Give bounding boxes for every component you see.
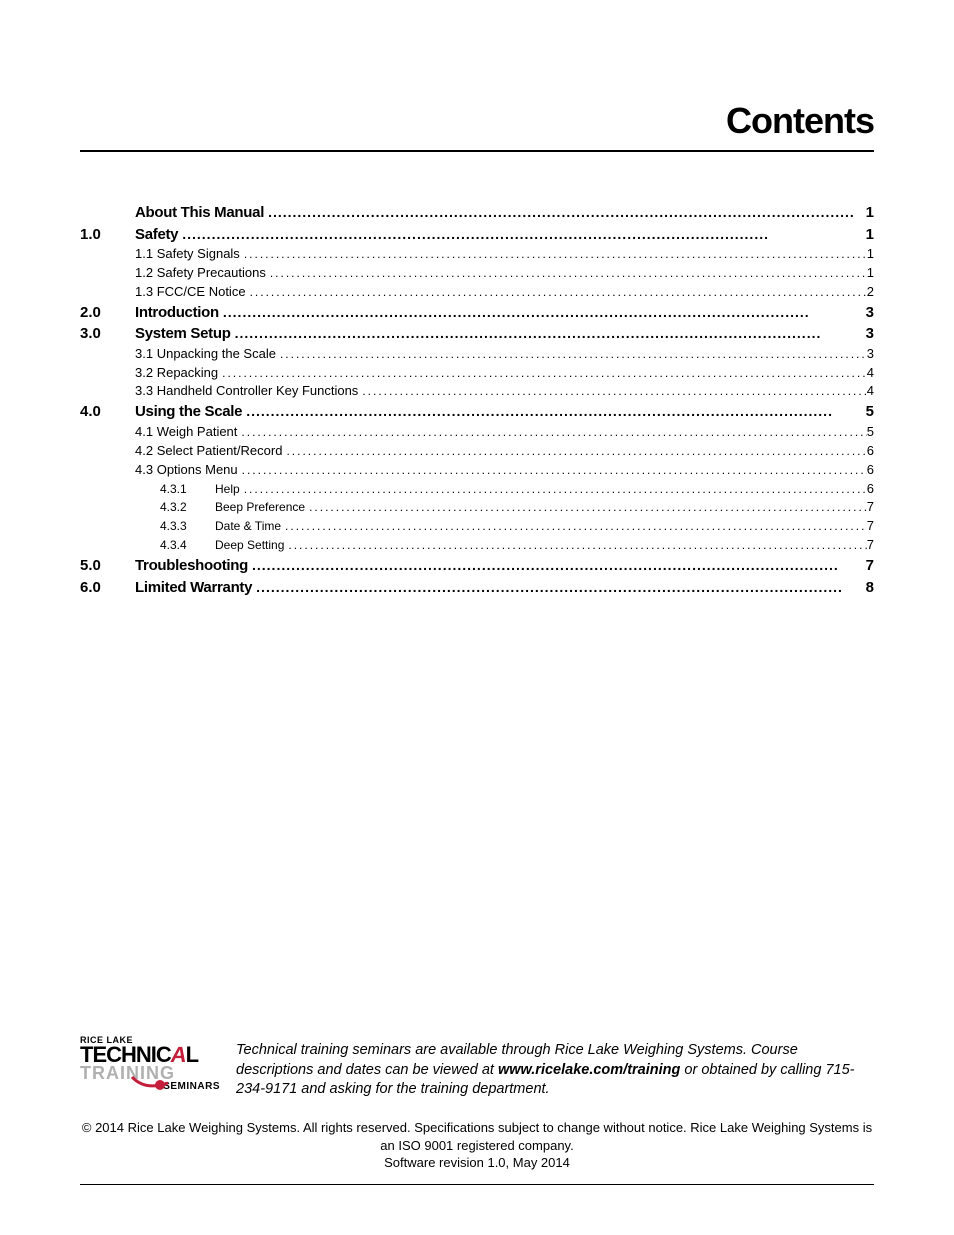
toc-label: 3.1 Unpacking the Scale xyxy=(135,346,276,363)
toc-entry-2: 2.0 Introduction .......................… xyxy=(80,302,874,324)
toc-num: 4.3.2 xyxy=(160,500,215,516)
toc-entry-4-3-3: 4.3.3 Date & Time ......................… xyxy=(80,517,874,536)
toc-leader: ........................................… xyxy=(252,578,865,596)
toc-leader: ........................................… xyxy=(358,384,866,400)
toc-leader: ........................................… xyxy=(218,366,867,382)
toc-num: 4.0 xyxy=(80,402,135,422)
copyright-text: © 2014 Rice Lake Weighing Systems. All r… xyxy=(80,1119,874,1172)
toc-page: 4 xyxy=(867,383,874,400)
toc-page: 5 xyxy=(867,424,874,441)
toc-page: 7 xyxy=(867,518,874,535)
toc-page: 1 xyxy=(866,203,874,223)
toc-page: 6 xyxy=(867,462,874,479)
toc-label: 1.2 Safety Precautions xyxy=(135,265,266,282)
toc-entry-4-2: 4.2 Select Patient/Record ..............… xyxy=(80,442,874,461)
page-footer: RICE LAKE TECHNICAL TRAINING SEMINARS Te… xyxy=(80,1035,874,1185)
toc-entry-1-2: 1.2 Safety Precautions .................… xyxy=(80,264,874,283)
toc-label: System Setup xyxy=(135,324,231,344)
toc-label: Date & Time xyxy=(215,519,281,535)
toc-page: 7 xyxy=(867,499,874,516)
toc-leader: ........................................… xyxy=(266,266,867,282)
toc-label: Limited Warranty xyxy=(135,578,252,598)
toc-page: 7 xyxy=(867,537,874,554)
toc-entry-3-2: 3.2 Repacking ..........................… xyxy=(80,364,874,383)
swoosh-icon xyxy=(130,1073,170,1093)
toc-leader: ........................................… xyxy=(231,324,866,342)
toc-entry-3: 3.0 System Setup .......................… xyxy=(80,323,874,345)
toc-leader: ........................................… xyxy=(246,285,867,301)
toc-leader: ........................................… xyxy=(305,500,867,516)
toc-label: Safety xyxy=(135,225,178,245)
toc-num: 4.3.3 xyxy=(160,519,215,535)
footer-top: RICE LAKE TECHNICAL TRAINING SEMINARS Te… xyxy=(80,1035,874,1105)
toc-entry-3-3: 3.3 Handheld Controller Key Functions ..… xyxy=(80,382,874,401)
toc-num: 4.3.1 xyxy=(160,482,215,498)
toc-num: 5.0 xyxy=(80,556,135,576)
rice-lake-logo: RICE LAKE TECHNICAL TRAINING SEMINARS xyxy=(80,1035,220,1105)
toc-leader: ........................................… xyxy=(219,303,866,321)
toc-label: Troubleshooting xyxy=(135,556,248,576)
toc-leader: ........................................… xyxy=(284,538,866,554)
toc-page: 2 xyxy=(867,284,874,301)
toc-entry-1-1: 1.1 Safety Signals .....................… xyxy=(80,245,874,264)
toc-entry-1-3: 1.3 FCC/CE Notice ......................… xyxy=(80,283,874,302)
toc-leader: ........................................… xyxy=(240,247,867,263)
toc-entry-5: 5.0 Troubleshooting ....................… xyxy=(80,555,874,577)
toc-num: 1.0 xyxy=(80,225,135,245)
toc-entry-4: 4.0 Using the Scale ....................… xyxy=(80,401,874,423)
toc-page: 3 xyxy=(867,346,874,363)
toc-page: 1 xyxy=(867,246,874,263)
toc-label: Introduction xyxy=(135,303,219,323)
toc-label: Deep Setting xyxy=(215,538,284,554)
toc-entry-4-1: 4.1 Weigh Patient ......................… xyxy=(80,423,874,442)
toc-entry-about: About This Manual ......................… xyxy=(80,202,874,224)
toc-page: 6 xyxy=(867,481,874,498)
toc-label: 4.2 Select Patient/Record xyxy=(135,443,282,460)
table-of-contents: About This Manual ......................… xyxy=(80,202,874,598)
toc-num: 4.3.4 xyxy=(160,538,215,554)
toc-leader: ........................................… xyxy=(281,519,867,535)
toc-page: 3 xyxy=(866,303,874,323)
toc-entry-4-3-2: 4.3.2 Beep Preference ..................… xyxy=(80,498,874,517)
toc-label: 1.3 FCC/CE Notice xyxy=(135,284,246,301)
toc-entry-3-1: 3.1 Unpacking the Scale ................… xyxy=(80,345,874,364)
toc-page: 8 xyxy=(866,578,874,598)
toc-leader: ........................................… xyxy=(264,203,866,221)
toc-page: 6 xyxy=(867,443,874,460)
toc-page: 4 xyxy=(867,365,874,382)
toc-num: 2.0 xyxy=(80,303,135,323)
toc-leader: ........................................… xyxy=(237,425,866,441)
toc-leader: ........................................… xyxy=(240,482,867,498)
training-link: www.ricelake.com/training xyxy=(498,1062,680,1078)
toc-label: About This Manual xyxy=(135,203,264,223)
toc-label: 4.1 Weigh Patient xyxy=(135,424,237,441)
toc-leader: ........................................… xyxy=(238,463,867,479)
toc-entry-4-3: 4.3 Options Menu .......................… xyxy=(80,461,874,480)
toc-page: 1 xyxy=(867,265,874,282)
toc-label: Beep Preference xyxy=(215,500,305,516)
toc-label: 4.3 Options Menu xyxy=(135,462,238,479)
toc-label: Using the Scale xyxy=(135,402,242,422)
toc-entry-6: 6.0 Limited Warranty ...................… xyxy=(80,577,874,599)
toc-label: Help xyxy=(215,482,240,498)
toc-leader: ........................................… xyxy=(178,225,865,243)
toc-label: 3.2 Repacking xyxy=(135,365,218,382)
toc-page: 1 xyxy=(866,225,874,245)
toc-num: 6.0 xyxy=(80,578,135,598)
toc-entry-4-3-4: 4.3.4 Deep Setting .....................… xyxy=(80,536,874,555)
toc-label: 1.1 Safety Signals xyxy=(135,246,240,263)
toc-leader: ........................................… xyxy=(248,556,866,574)
toc-leader: ........................................… xyxy=(242,402,865,420)
toc-page: 7 xyxy=(866,556,874,576)
toc-page: 5 xyxy=(866,402,874,422)
toc-leader: ........................................… xyxy=(276,347,867,363)
training-blurb: Technical training seminars are availabl… xyxy=(236,1041,874,1100)
toc-page: 3 xyxy=(866,324,874,344)
toc-label: 3.3 Handheld Controller Key Functions xyxy=(135,383,358,400)
toc-entry-1: 1.0 Safety .............................… xyxy=(80,224,874,246)
toc-leader: ........................................… xyxy=(282,444,866,460)
page-title: Contents xyxy=(80,100,874,152)
toc-num: 3.0 xyxy=(80,324,135,344)
toc-entry-4-3-1: 4.3.1 Help .............................… xyxy=(80,480,874,499)
